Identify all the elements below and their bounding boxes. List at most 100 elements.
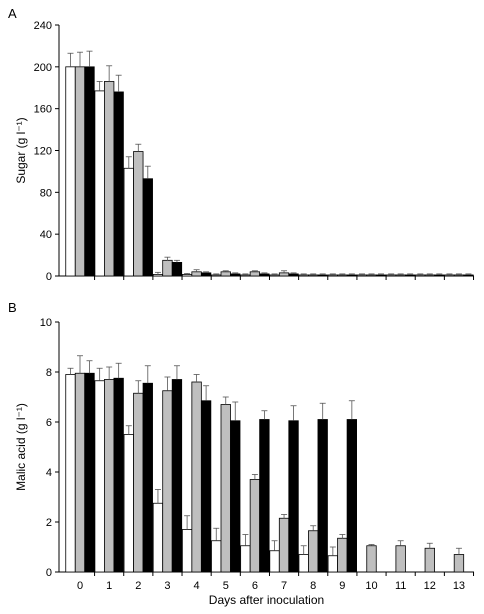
x-tick-label: 8	[310, 580, 316, 592]
x-tick-label: 2	[135, 580, 141, 592]
bar	[269, 274, 280, 277]
bar	[453, 554, 465, 573]
bar	[65, 66, 76, 277]
bar	[142, 382, 153, 573]
bar	[375, 274, 387, 277]
y-tick-label: 40	[40, 229, 52, 241]
y-tick-label: 2	[46, 517, 52, 529]
bar	[298, 274, 309, 277]
x-tick-label: 12	[424, 580, 436, 592]
bar	[308, 274, 319, 277]
bar	[74, 372, 86, 573]
y-tick-label: 4	[46, 467, 52, 479]
bar	[395, 545, 406, 573]
bar	[181, 529, 193, 573]
bar	[337, 274, 348, 277]
bar	[65, 374, 76, 573]
y-tick-label: 240	[34, 20, 52, 32]
bar	[366, 274, 377, 277]
y-tick-label: 6	[46, 417, 52, 429]
x-tick-label: 6	[252, 580, 258, 592]
bar	[162, 259, 173, 277]
y-tick-label: 200	[34, 62, 52, 74]
bar	[240, 545, 251, 573]
x-tick-label: 3	[164, 580, 170, 592]
y-axis-title: Malic acid (g l⁻¹)	[14, 403, 28, 491]
bar	[211, 274, 222, 277]
panel-label: B	[8, 300, 17, 315]
bar	[366, 545, 377, 573]
bar	[133, 151, 144, 277]
bar	[104, 379, 115, 573]
bar	[123, 434, 134, 573]
bar	[346, 419, 358, 573]
x-tick-label: 7	[281, 580, 287, 592]
x-tick-label: 4	[194, 580, 200, 592]
bar	[133, 392, 144, 573]
bar	[123, 167, 134, 277]
bar	[288, 273, 299, 277]
x-tick-label: 10	[365, 580, 377, 592]
bar	[74, 66, 86, 277]
y-tick-label: 120	[34, 146, 52, 158]
bar	[288, 420, 299, 573]
x-tick-label: 11	[395, 580, 406, 592]
bar	[327, 555, 339, 573]
bar	[200, 400, 212, 573]
bar	[434, 274, 445, 277]
bar	[269, 550, 280, 573]
bar	[259, 419, 270, 573]
bar	[191, 271, 202, 277]
bar	[220, 404, 231, 573]
bar	[94, 380, 105, 573]
bar	[453, 274, 465, 277]
y-tick-label: 8	[46, 367, 52, 379]
bar	[424, 547, 435, 573]
x-tick-label: 0	[77, 580, 83, 592]
bar	[346, 274, 358, 277]
bar	[113, 91, 124, 277]
bar	[278, 272, 290, 277]
x-tick-label: 5	[223, 580, 229, 592]
bar	[278, 517, 290, 573]
y-tick-label: 80	[40, 187, 52, 199]
bar	[171, 262, 183, 277]
bar	[230, 420, 241, 573]
bar	[327, 274, 339, 277]
y-tick-label: 0	[46, 567, 52, 579]
bar	[337, 537, 348, 573]
bar	[259, 273, 270, 277]
y-tick-label: 160	[34, 104, 52, 116]
bar	[463, 274, 474, 277]
x-tick-label: 1	[106, 580, 112, 592]
bar	[142, 178, 153, 277]
bar	[211, 540, 222, 573]
bar	[94, 90, 105, 277]
bar	[298, 554, 309, 573]
bar	[152, 274, 164, 277]
panel-a: A 0 40 80 120 160 200 240 Sugar (g l⁻¹)	[8, 6, 475, 283]
bar	[171, 379, 183, 573]
y-tick-label: 10	[40, 317, 52, 329]
bar	[181, 274, 193, 277]
y-tick-label: 0	[46, 271, 52, 283]
bar	[240, 274, 251, 277]
bar	[220, 271, 231, 277]
bar	[104, 81, 115, 277]
bar	[84, 66, 95, 277]
bar	[308, 530, 319, 573]
bar	[249, 479, 261, 573]
bar	[385, 274, 397, 277]
y-axis-title: Sugar (g l⁻¹)	[14, 117, 28, 183]
bar	[230, 273, 241, 277]
x-tick-label: 13	[453, 580, 465, 592]
bar	[317, 419, 328, 573]
bar	[84, 372, 95, 573]
bar	[317, 274, 328, 277]
bar	[200, 272, 212, 277]
bar	[415, 274, 426, 277]
bar	[356, 274, 368, 277]
panel-label: A	[8, 6, 17, 21]
